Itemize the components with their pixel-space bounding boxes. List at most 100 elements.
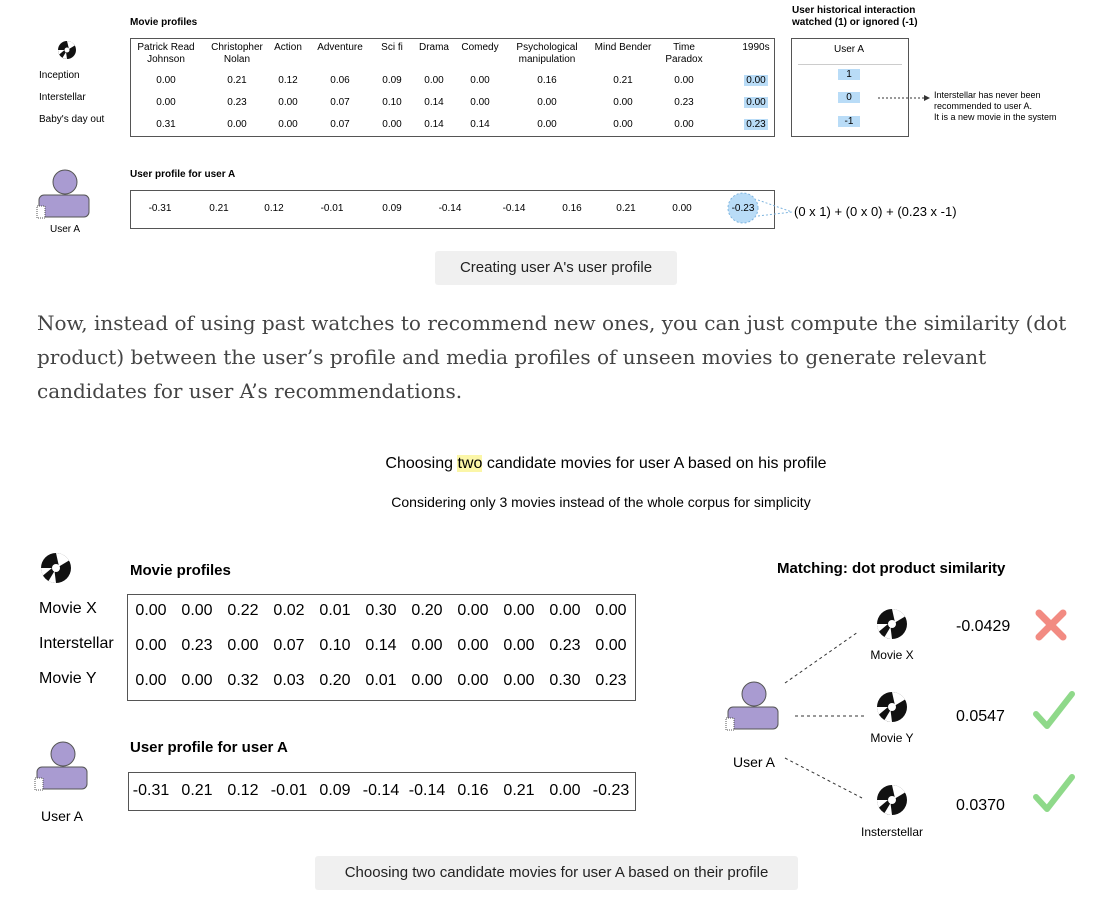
history-value: -1 [838, 116, 860, 127]
cell-value: 0.00 [411, 672, 443, 689]
table-cell: 0.00 [263, 97, 313, 108]
cell-value: 0.20 [319, 672, 351, 689]
cell-value: 0.00 [135, 672, 167, 689]
row-label: Baby's day out [39, 114, 105, 125]
cell-value: 0.00 [470, 97, 490, 108]
film-reel-icon [40, 553, 71, 583]
cell-value: 0.14 [470, 119, 490, 130]
column-header: 1990s [742, 42, 770, 53]
profile-value: -0.31 [132, 782, 170, 799]
column-header: Drama [418, 42, 449, 53]
cell-value: 0.23 [227, 97, 247, 108]
table-cell: 0.00 [455, 75, 505, 86]
profile-value: 0.16 [562, 203, 582, 214]
table-cell: 0.14 [409, 119, 459, 130]
cross-icon [1035, 609, 1067, 641]
history-value: 0 [838, 92, 860, 103]
cell-value: 0.22 [227, 602, 259, 619]
table-cell: 0.21 [212, 75, 262, 86]
check-icon [1033, 691, 1075, 729]
cell-value: 0.10 [319, 637, 351, 654]
table-cell: 0.00 [141, 97, 191, 108]
table-cell: 0.14 [455, 119, 505, 130]
movie-profiles-table [130, 38, 775, 137]
row-label: Interstellar [39, 92, 86, 103]
cell-value: 0.00 [674, 75, 694, 86]
column-header: Comedy [461, 42, 499, 53]
cell-value: 0.00 [503, 637, 535, 654]
column-header: Adventure [317, 42, 363, 53]
table-cell: 0.00 [659, 75, 709, 86]
profile-value: 0.16 [457, 782, 489, 799]
cell-value: 0.00 [744, 75, 768, 86]
cell-value: 0.00 [181, 602, 213, 619]
movie-profiles-table-2 [127, 594, 636, 701]
cell-value: 0.00 [503, 672, 535, 689]
cell-value: 0.23 [744, 119, 768, 130]
cell-value: 0.21 [613, 75, 633, 86]
profile-value: 0.12 [227, 782, 259, 799]
cell-value: 0.00 [424, 75, 444, 86]
profile-value: -0.14 [408, 782, 446, 799]
column-header: Time Paradox [665, 42, 703, 65]
cell-value: 0.00 [227, 119, 247, 130]
profile-value: 0.09 [319, 782, 351, 799]
cell-value: 0.07 [273, 637, 305, 654]
movie-profiles-title: Movie profiles [130, 17, 198, 28]
cell-value: 0.23 [674, 97, 694, 108]
table-cell: 0.09 [367, 75, 417, 86]
cell-value: 0.00 [457, 602, 489, 619]
profile-value: 0.21 [616, 203, 636, 214]
history-table [791, 38, 909, 137]
cell-value: 0.02 [273, 602, 305, 619]
cell-value: 0.00 [156, 75, 176, 86]
cell-value: 0.16 [537, 75, 557, 86]
cell-value: 0.06 [330, 75, 350, 86]
table-cell: 0.00 [731, 75, 781, 86]
table-cell: 0.00 [659, 119, 709, 130]
match-user-label: User A [733, 754, 776, 770]
profile-value: 0.21 [503, 782, 535, 799]
cell-value: 0.14 [365, 637, 397, 654]
cell-value: 0.00 [549, 602, 581, 619]
match-movie-label: Movie Y [870, 731, 914, 745]
table-cell: 0.16 [522, 75, 572, 86]
column-header: Patrick Read Johnson [137, 42, 195, 65]
match-score: -0.0429 [956, 618, 1011, 635]
column-header: Psychological manipulation [516, 42, 578, 65]
cell-value: 0.00 [613, 119, 633, 130]
table-cell: 0.06 [315, 75, 365, 86]
table-cell: 0.00 [263, 119, 313, 130]
profile-value: 0.09 [382, 203, 402, 214]
cell-value: 0.20 [411, 602, 443, 619]
history-user-header: User A [833, 44, 864, 55]
cell-value: 0.01 [319, 602, 351, 619]
column-header: Christopher Nolan [211, 42, 263, 65]
table-cell: 0.00 [409, 75, 459, 86]
cell-value: 0.00 [537, 97, 557, 108]
table-cell: 0.10 [367, 97, 417, 108]
user-icon [725, 681, 779, 731]
column-header: Sci fi [381, 42, 403, 53]
profile-value: -0.14 [362, 782, 400, 799]
cell-value: 0.07 [330, 119, 350, 130]
cell-value: 0.00 [278, 119, 298, 130]
film-reel-icon [877, 609, 907, 639]
cell-value: 0.00 [457, 672, 489, 689]
profile-value: -0.23 [592, 782, 630, 799]
table-row: 0.00 0.00 0.22 0.02 0.01 0.30 0.20 0.00 0.00 0.00… [128, 602, 634, 620]
cell-value: 0.23 [549, 637, 581, 654]
match-score: 0.0547 [956, 708, 1005, 725]
cell-value: 0.14 [424, 97, 444, 108]
table-cell: 0.00 [598, 97, 648, 108]
table-cell: 0.31 [141, 119, 191, 130]
profile-value: 0.12 [264, 203, 284, 214]
caption-bottom: Choosing two candidate movies for user A… [315, 856, 798, 890]
table-cell: 0.21 [598, 75, 648, 86]
user-label: User A [49, 224, 80, 235]
table-cell: 0.12 [263, 75, 313, 86]
formula: (0 x 1) + (0 x 0) + (0.23 x -1) [794, 204, 957, 219]
table-cell: 0.00 [141, 75, 191, 86]
cell-value: 0.23 [181, 637, 213, 654]
cell-value: 0.00 [227, 637, 259, 654]
